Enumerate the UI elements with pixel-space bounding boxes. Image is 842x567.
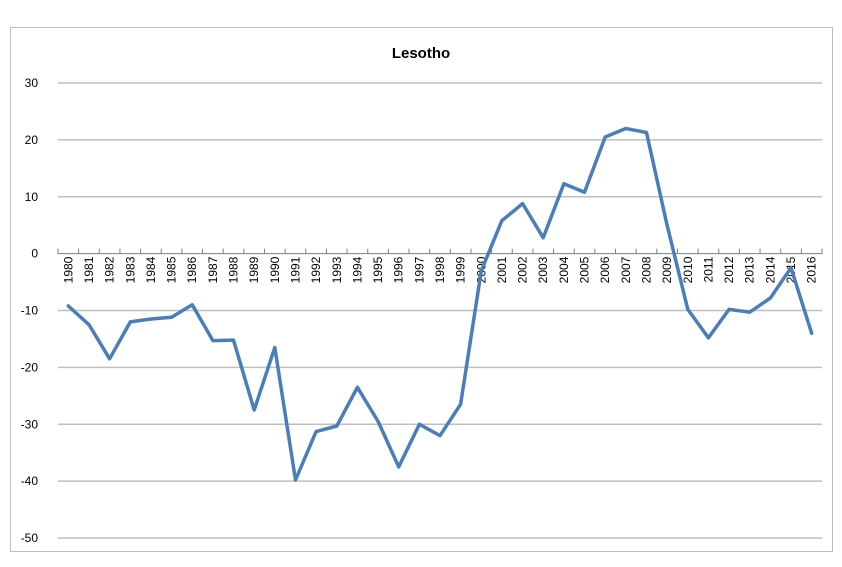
data-point: [314, 430, 318, 434]
x-tick-label: 2002: [516, 256, 530, 283]
x-tick-label: 1980: [61, 256, 75, 283]
y-tick-label: -50: [21, 531, 39, 545]
data-point: [706, 336, 710, 340]
data-point: [665, 223, 669, 227]
x-tick-label: 1984: [144, 256, 158, 283]
x-tick-label: 2003: [536, 256, 550, 283]
x-tick-label: 1981: [82, 256, 96, 283]
data-point: [727, 307, 731, 311]
data-point: [417, 422, 421, 426]
x-tick-label: 2011: [701, 256, 715, 282]
data-point: [768, 296, 772, 300]
chart-title: Lesotho: [391, 45, 451, 62]
data-point: [273, 345, 277, 349]
data-point: [128, 320, 132, 324]
x-tick-label: 2016: [805, 256, 819, 283]
y-tick-label: 30: [25, 76, 39, 90]
data-point: [686, 307, 690, 311]
y-tick-label: -30: [21, 417, 39, 431]
data-point: [149, 317, 153, 321]
data-point: [232, 338, 236, 342]
x-tick-label: 2009: [660, 256, 674, 283]
data-point: [252, 408, 256, 412]
data-point: [500, 219, 504, 223]
x-tick-label: 1999: [454, 256, 468, 283]
x-tick-label: 1989: [247, 256, 261, 283]
data-point: [603, 135, 607, 139]
y-tick-label: 0: [31, 247, 38, 261]
data-point: [459, 402, 463, 406]
data-point: [562, 182, 566, 186]
x-tick-label: 2007: [619, 256, 633, 283]
data-point: [438, 434, 442, 438]
series-line: [66, 126, 814, 482]
y-tick-label: 20: [25, 133, 39, 147]
data-point: [108, 357, 112, 361]
data-point: [66, 304, 70, 308]
data-point: [87, 323, 91, 327]
y-tick-label: -20: [21, 360, 39, 374]
x-tick-label: 2005: [578, 256, 592, 283]
x-tick-label: 1991: [288, 256, 302, 283]
data-point: [644, 130, 648, 134]
x-tick-label: 1983: [123, 256, 137, 283]
x-axis: [57, 248, 823, 255]
x-tick-label: 1994: [350, 256, 364, 283]
data-point: [211, 339, 215, 343]
y-axis-tick-labels: 30 20 10 0 -10 -20 -30 -40 -50: [21, 76, 39, 545]
x-tick-label: 2006: [598, 256, 612, 283]
x-tick-label: 1998: [433, 256, 447, 283]
x-tick-label: 1997: [412, 256, 426, 283]
data-point: [521, 202, 525, 206]
x-tick-label: 1996: [392, 256, 406, 283]
gridlines: [58, 82, 822, 539]
data-point: [583, 190, 587, 194]
x-tick-label: 1995: [371, 256, 385, 283]
data-point: [170, 315, 174, 319]
data-point: [748, 310, 752, 314]
y-tick-label: 10: [25, 190, 39, 204]
x-tick-label: 1988: [227, 256, 241, 283]
data-point: [293, 478, 297, 482]
x-tick-label: 1993: [330, 256, 344, 283]
x-tick-label: 2010: [681, 256, 695, 283]
x-tick-label: 2013: [743, 256, 757, 283]
x-tick-label: 2001: [495, 256, 509, 283]
data-point: [355, 385, 359, 389]
x-tick-label: 1987: [206, 256, 220, 283]
x-tick-label: 1992: [309, 256, 323, 283]
y-tick-label: -40: [21, 474, 39, 488]
data-point: [335, 424, 339, 428]
x-tick-label: 1982: [103, 256, 117, 283]
x-tick-label: 2004: [557, 256, 571, 283]
data-point: [810, 331, 814, 335]
x-tick-label: 1985: [165, 256, 179, 283]
data-point: [376, 419, 380, 423]
chart-frame: [10, 27, 833, 552]
y-tick-label: -10: [21, 304, 39, 318]
x-tick-label: 2012: [722, 256, 736, 283]
x-tick-label: 1986: [185, 256, 199, 283]
data-point: [541, 236, 545, 240]
data-point: [479, 269, 483, 273]
x-tick-label: 2014: [763, 256, 777, 283]
data-point: [190, 303, 194, 307]
data-point: [397, 465, 401, 469]
x-tick-label: 1990: [268, 256, 282, 283]
data-point: [624, 127, 628, 130]
x-tick-label: 2008: [639, 256, 653, 283]
data-point: [789, 266, 793, 270]
series: [66, 126, 814, 482]
x-axis-tick-labels: 1980 1981 1982 1983 1984 1985 1986 1987 1988 1989…: [61, 256, 818, 283]
